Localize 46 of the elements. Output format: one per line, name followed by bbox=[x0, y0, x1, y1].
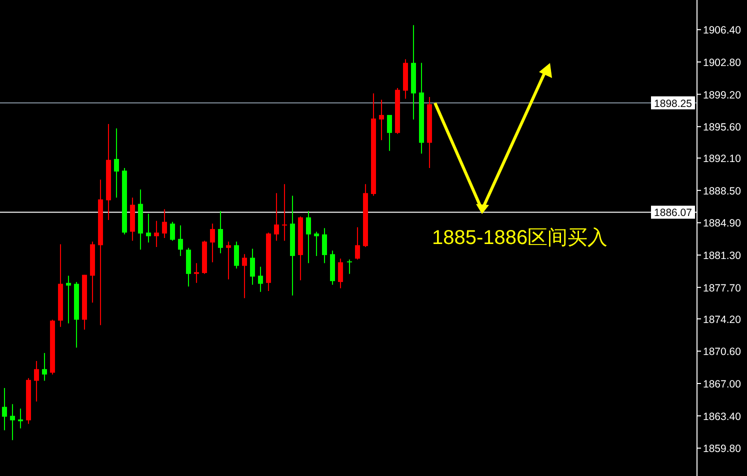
y-tick-label: 1863.40 bbox=[703, 410, 742, 423]
candlestick bbox=[379, 99, 384, 141]
candlestick bbox=[170, 221, 175, 242]
y-tick-label: 1874.20 bbox=[703, 314, 742, 326]
y-tick-label: 1881.30 bbox=[703, 250, 742, 262]
y-tick-label: 1867.00 bbox=[703, 378, 742, 390]
y-tick-label: 1892.10 bbox=[703, 153, 742, 166]
candlestick bbox=[314, 231, 319, 256]
candlestick bbox=[42, 352, 47, 382]
candlestick bbox=[2, 387, 7, 431]
candlestick bbox=[210, 223, 215, 263]
y-tick-label: 1906.40 bbox=[703, 24, 742, 37]
candlestick bbox=[146, 213, 151, 243]
candlestick bbox=[234, 241, 239, 270]
candlestick bbox=[66, 275, 71, 324]
candlestick bbox=[34, 360, 39, 402]
candlestick bbox=[114, 128, 119, 198]
candlestick bbox=[347, 259, 352, 274]
candlestick bbox=[226, 241, 231, 280]
candlestick bbox=[258, 266, 263, 292]
candlestick bbox=[338, 258, 343, 289]
candlestick bbox=[282, 184, 287, 242]
y-tick-label: 1859.80 bbox=[703, 443, 742, 456]
candlestick bbox=[355, 226, 360, 260]
candlestick bbox=[250, 248, 255, 286]
candlestick bbox=[322, 228, 327, 264]
candlestick bbox=[154, 220, 159, 248]
candlestick bbox=[194, 262, 199, 284]
ref-line-label: 1898.25 bbox=[654, 98, 692, 110]
y-tick-label: 1870.60 bbox=[703, 346, 742, 358]
y-tick-label: 1877.70 bbox=[703, 282, 742, 294]
y-tick-label: 1902.80 bbox=[703, 56, 742, 69]
candlestick bbox=[387, 114, 392, 152]
y-tick-label: 1884.90 bbox=[703, 218, 742, 230]
candlestick bbox=[162, 208, 167, 238]
candlestick bbox=[242, 254, 247, 299]
ref-line-label: 1886.07 bbox=[654, 207, 692, 220]
annotation: 1885-1886区间买入 bbox=[432, 227, 608, 249]
candlestick bbox=[274, 192, 279, 242]
candlestick bbox=[178, 224, 183, 256]
y-tick-label: 1899.20 bbox=[703, 89, 742, 102]
candlestick bbox=[306, 210, 311, 264]
y-tick-label: 1895.60 bbox=[703, 122, 742, 134]
y-tick-label: 1888.50 bbox=[703, 185, 742, 198]
candlestick bbox=[10, 404, 15, 441]
candlestick bbox=[218, 210, 223, 254]
